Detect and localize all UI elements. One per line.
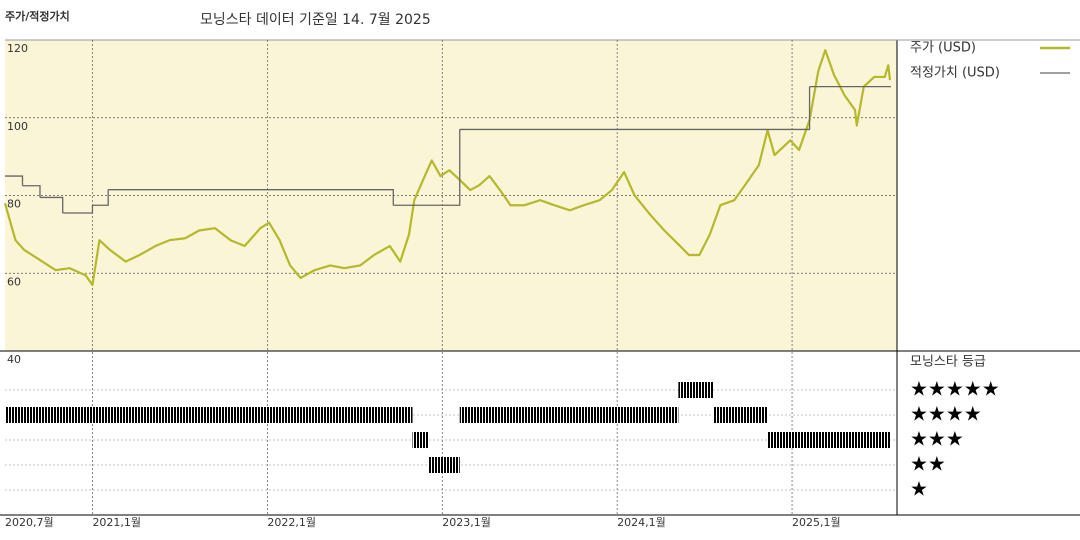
fair-value-step (108, 189, 394, 206)
x-tick-label: 2024,1월 (617, 516, 666, 529)
x-tick-label: 2021,1월 (92, 516, 141, 529)
rating-bar (412, 432, 429, 448)
y-tick-label: 40 (7, 353, 21, 366)
fair-value-step (459, 86, 811, 131)
y-tick-label: 120 (7, 42, 28, 55)
rating-bar (713, 407, 768, 423)
fair-value-step (22, 185, 41, 198)
x-tick-label: 2025,1월 (792, 516, 841, 529)
y-tick-label: 60 (7, 275, 21, 288)
fair-value-step (62, 205, 94, 214)
rating-bar (678, 382, 714, 398)
fair-value-step (92, 189, 109, 206)
fair-value-step (39, 196, 64, 213)
legend-label: 주가 (USD) (910, 41, 976, 56)
fair-value-step (5, 175, 24, 186)
chart-subtitle: 모닝스타 데이터 기준일 14. 7월 2025 (200, 12, 431, 28)
rating-bar (428, 457, 460, 473)
price-line (3, 49, 892, 287)
fair-value-step (393, 129, 461, 206)
x-tick-label: 2022,1월 (267, 516, 316, 529)
rating-label: ★★★★ (910, 402, 982, 426)
rating-bar (459, 407, 679, 423)
legend-label: 적정가치 (USD) (910, 66, 1000, 81)
x-tick-label: 2020,7월 (5, 516, 54, 529)
chart-title: 주가/적정가치 (5, 9, 70, 23)
rating-label: ★★ (910, 452, 946, 476)
rating-label: ★ (910, 477, 928, 501)
y-tick-label: 80 (7, 198, 21, 211)
rating-title: 모닝스타 등급 (910, 355, 986, 370)
rating-bar (5, 407, 413, 423)
rating-bar (767, 432, 891, 448)
rating-label: ★★★★★ (910, 377, 1000, 401)
rating-label: ★★★ (910, 427, 964, 451)
x-tick-label: 2023,1월 (442, 516, 491, 529)
y-tick-label: 100 (7, 120, 28, 133)
